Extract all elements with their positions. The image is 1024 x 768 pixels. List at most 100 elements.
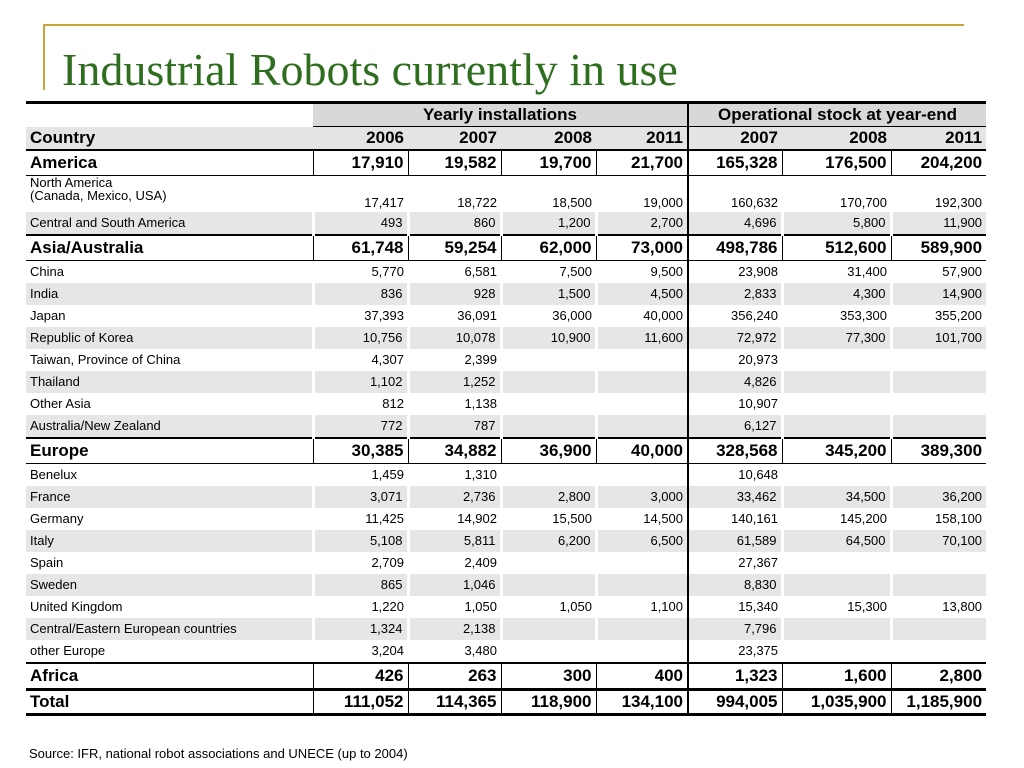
table-cell: 356,240 [687,305,783,327]
table-cell: 160,632 [687,175,783,212]
table-row: North America (Canada, Mexico, USA) 17,417… [26,175,986,212]
table-cell: 11,600 [594,327,689,349]
table-cell: 33,462 [687,486,783,508]
table-cell: 40,000 [643,308,684,323]
header-year: 2007 [687,126,783,151]
table-row: Japan 37,393 36,091 36,000 40,000 356,240 353,… [26,305,986,327]
country-name: Spain [30,555,64,570]
table-cell [594,574,689,596]
country-name: Germany [30,511,84,526]
table-cell: 145,200 [840,511,888,526]
header-country: Country [26,126,313,151]
table-cell [596,349,688,371]
table-cell: 3,204 [371,643,404,658]
table-cell [891,464,986,487]
country-name: Republic of Korea [26,327,313,349]
country-name: Central and South America [26,212,313,235]
table-cell: 13,800 [942,599,983,614]
country-name: China [30,264,64,279]
region-row: Africa 426 263 300 400 1,323 1,600 2,800 [26,662,987,690]
table-cell [891,393,986,415]
table-cell [499,415,596,438]
table-cell [889,415,987,438]
table-cell: 787 [406,415,501,438]
table-cell [499,574,596,596]
table-cell [780,371,892,393]
table-cell: 34,882 [407,437,501,464]
header-operational-stock: Operational stock at year-end [687,102,987,127]
table-cell [782,393,891,415]
table-cell: 61,589 [687,530,783,552]
table-cell: 1,100 [650,599,684,614]
header-year: 2011 [891,126,987,151]
header-blank [26,103,313,127]
slide-title: Industrial Robots currently in use [62,44,678,95]
table-cell: 4,500 [594,283,689,305]
table-cell: 426 [312,662,408,690]
table-cell: 400 [595,662,689,690]
table-cell: 353,300 [840,308,888,323]
table-cell: 3,071 [311,486,408,508]
table-cell: 134,100 [595,688,689,716]
header-year: 2006 [313,126,408,151]
table-cell [499,618,596,640]
country-name: other Europe [30,643,106,658]
table-cell: 18,500 [552,195,592,210]
table-cell: 345,200 [781,437,892,464]
table-cell: 59,254 [407,234,501,261]
header-year: 2007 [408,126,501,151]
table-cell: 11,425 [365,511,404,526]
country-name: Central/Eastern European countries [26,618,313,640]
table-cell: 1,138 [464,396,497,411]
source-note: Source: IFR, national robot associations… [29,746,408,761]
table-cell [596,552,688,574]
country-name: Other Asia [30,396,91,411]
table-cell: 20,973 [687,349,783,371]
table-cell: 772 [311,415,408,438]
table-cell: 111,052 [312,688,408,716]
table-cell: 19,700 [500,149,596,176]
table-cell [782,464,891,487]
table-row: Italy 5,108 5,811 6,200 6,500 61,589 64,500 70,… [26,530,987,552]
header-year-row: Country 2006 2007 2008 2011 2007 2008 20… [26,126,987,151]
country-name: Australia/New Zealand [26,415,313,438]
table-cell: 1,324 [311,618,408,640]
country-name: United Kingdom [30,599,123,614]
table-cell: 263 [407,662,501,690]
table-cell: 6,200 [499,530,596,552]
country-name-line: (Canada, Mexico, USA) [30,188,167,203]
table-cell [596,640,688,663]
table-cell: 1,459 [371,467,404,482]
table-row: Benelux 1,459 1,310 10,648 [26,463,986,487]
country-name: Benelux [30,467,77,482]
table-cell: 1,185,900 [890,688,987,716]
table-cell: 36,900 [500,437,596,464]
table-cell: 114,365 [407,688,501,716]
table-cell: 62,000 [500,234,596,261]
table-cell: 2,138 [406,618,501,640]
table-row: other Europe 3,204 3,480 23,375 [26,640,986,663]
country-name: India [26,283,313,305]
table-cell: 2,800 [499,486,596,508]
table-cell: 3,000 [594,486,689,508]
table-cell [891,349,986,371]
title-rule-horizontal [43,24,964,26]
table-cell: 1,500 [499,283,596,305]
table-cell: 1,046 [406,574,501,596]
table-cell [594,415,689,438]
table-cell: 2,700 [594,212,689,235]
table-cell: 6,500 [594,530,689,552]
country-name-line: North America [30,175,113,190]
table-cell [889,574,987,596]
table-cell [594,371,689,393]
table-row: India 836 928 1,500 4,500 2,833 4,300 14,900 [26,283,987,305]
table-cell: 23,375 [687,640,783,663]
table-row: Germany 11,425 14,902 15,500 14,500 140,161 14… [26,508,986,530]
table-cell [501,640,596,663]
table-cell: 2,709 [371,555,404,570]
table-cell: 10,900 [499,327,596,349]
table-cell [889,371,987,393]
table-cell [780,618,892,640]
table-cell: 1,102 [311,371,408,393]
table-cell: 21,700 [595,149,689,176]
